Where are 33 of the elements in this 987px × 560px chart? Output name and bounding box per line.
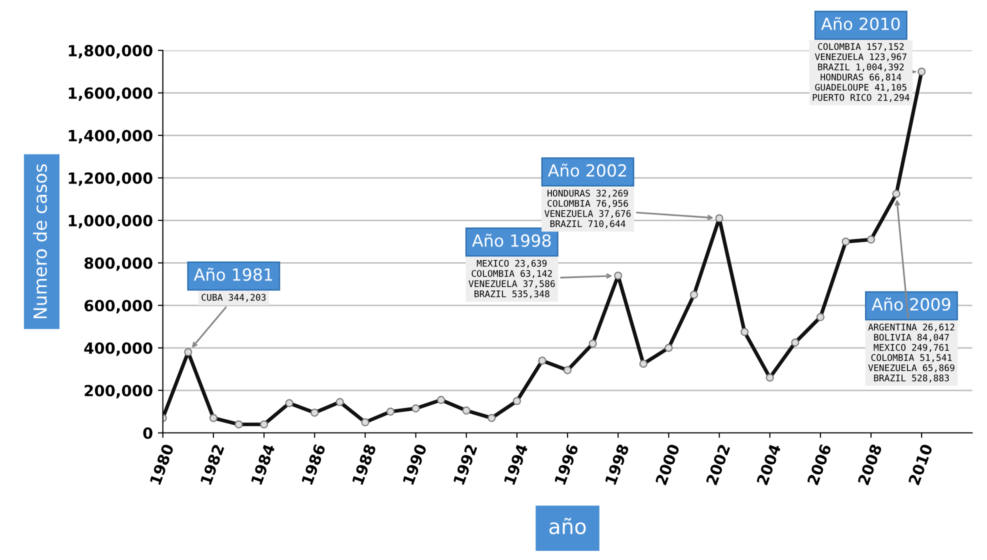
- y-tick-label: 600,000: [84, 300, 152, 314]
- x-tick-label: 1980: [149, 443, 174, 485]
- annotation: Año 1998 MEXICO 23,639 COLOMBIA 63,142 VENEZUELA 37,586 BRAZIL 535,348: [468, 234, 555, 298]
- y-tick-label: 1,600,000: [68, 87, 152, 101]
- x-tick-label: 1986: [301, 443, 326, 485]
- y-tick-label: 1,000,000: [68, 214, 152, 228]
- x-tick-label: 2008: [857, 444, 882, 486]
- annotation: Año 2002 HONDURAS 32,269 COLOMBIA 76,956 VENEZUELA 37,676 BRAZIL 710,644: [544, 164, 631, 228]
- y-tick-label: 400,000: [84, 342, 152, 356]
- x-tick-label: 1994: [504, 443, 528, 485]
- x-tick-label: 1992: [452, 444, 478, 485]
- x-axis-title: año: [549, 518, 586, 534]
- x-tick-label: 2002: [706, 444, 730, 486]
- x-tick-label: 1998: [604, 444, 630, 485]
- y-tick-label: 800,000: [84, 257, 152, 271]
- x-tick-label: 1988: [352, 444, 376, 485]
- x-tick-label: 1984: [250, 443, 276, 485]
- y-tick-label: 1,400,000: [68, 130, 152, 144]
- annotation: Año 1981 CUBA 344,203: [194, 268, 272, 302]
- x-tick-label: 1990: [402, 443, 427, 485]
- x-tick-label: 2010: [908, 443, 933, 486]
- annotation: Año 2010 COLOMBIA 157,152 VENEZUELA 123,967 BRAZIL 1,004,392 HONDURAS 66,814 GUADELOUPE 41,105 PUERTO RICO 21,294: [812, 16, 910, 102]
- x-tick-label: 2004: [756, 443, 782, 486]
- y-tick-label: 1,200,000: [68, 172, 152, 186]
- y-tick-label: 1,800,000: [68, 44, 152, 58]
- x-tick-label: 1996: [554, 443, 579, 485]
- y-axis-title: Numero de casos: [32, 164, 47, 318]
- y-tick-label: 0: [143, 427, 152, 439]
- x-tick-label: 1982: [200, 444, 224, 485]
- y-tick-label: 200,000: [84, 384, 152, 398]
- x-tick-label: 2006: [806, 443, 832, 486]
- annotation: Año 2009 ARGENTINA 26,612 BOLIVIA 84,047 MEXICO 249,761 COLOMBIA 51,541 VENEZUELA 65,869 BRAZIL 528,883: [868, 297, 954, 382]
- x-tick-label: 2000: [655, 443, 680, 486]
